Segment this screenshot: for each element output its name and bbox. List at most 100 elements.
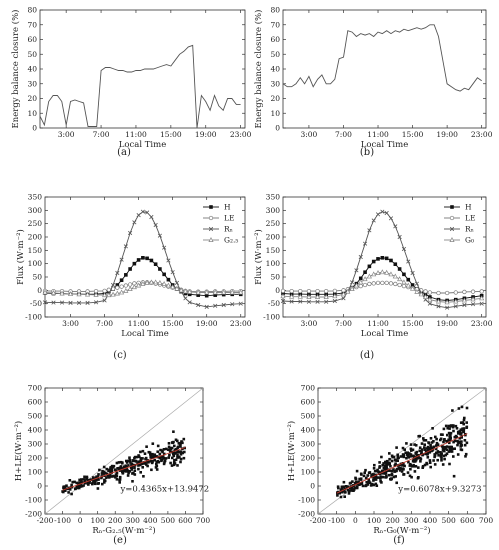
marker-x	[213, 303, 218, 308]
scatter-point	[444, 453, 448, 457]
y-tick-label: 200	[301, 454, 316, 463]
scatter-point	[448, 427, 451, 430]
scatter-point	[342, 485, 346, 488]
scatter-point	[422, 439, 426, 442]
scatter-point	[137, 460, 140, 463]
scatter-point	[77, 486, 81, 490]
scatter-point	[157, 460, 161, 464]
scatter-point	[442, 454, 446, 458]
marker-triangle	[353, 282, 360, 288]
marker-circle	[371, 281, 376, 286]
scatter-point	[440, 452, 443, 455]
scatter-point	[78, 478, 81, 482]
y-tick-label: 80	[27, 6, 37, 15]
scatter-point	[350, 487, 354, 490]
scatter-point	[85, 476, 89, 480]
scatter-point	[159, 455, 163, 458]
scatter-point	[166, 448, 170, 451]
scatter-point	[446, 426, 449, 430]
marker-x	[119, 257, 124, 262]
marker-x	[221, 302, 226, 308]
scatter-point	[126, 474, 130, 477]
scatter-point	[75, 481, 78, 485]
scatter-point	[360, 473, 363, 476]
scatter-point	[169, 450, 172, 454]
scatter-point	[427, 449, 430, 452]
scatter-point	[402, 455, 406, 459]
scatter-point	[382, 466, 386, 470]
marker-triangle	[414, 288, 420, 294]
marker-circle	[401, 283, 407, 289]
scatter-point	[442, 427, 446, 431]
scatter-point	[182, 456, 186, 460]
scatter-point	[395, 467, 399, 471]
scatter-point	[401, 446, 405, 450]
y-tick-label: 250	[28, 219, 43, 228]
scatter-point	[174, 458, 178, 462]
scatter-point	[79, 485, 82, 488]
scatter-point	[347, 492, 351, 495]
marker-circle	[306, 288, 312, 294]
scatter-point	[446, 433, 449, 437]
scatter-point	[423, 446, 426, 449]
x-tick-label: 3:00	[300, 130, 317, 139]
scatter-point	[151, 460, 154, 463]
scatter-point	[400, 470, 404, 473]
scatter-point	[392, 455, 396, 459]
marker-square	[204, 293, 209, 298]
series-line-G₀	[282, 271, 482, 303]
y-tick-label: 40	[270, 65, 280, 74]
scatter-point	[125, 461, 129, 464]
scatter-point	[396, 454, 400, 458]
scatter-point	[137, 454, 140, 457]
y-tick-label: 150	[266, 246, 281, 255]
marker-triangle	[418, 291, 424, 297]
scatter-point	[74, 487, 77, 490]
scatter-point	[372, 467, 376, 470]
scatter-point	[410, 449, 413, 452]
marker-triangle	[212, 289, 218, 295]
x-tick-label: 19:00	[436, 130, 458, 139]
scatter-point	[414, 465, 418, 468]
scatter-point	[151, 442, 155, 445]
regression-equation: y=0.6078x+9.3273	[397, 485, 481, 495]
marker-x	[397, 234, 402, 240]
scatter-point	[154, 455, 157, 459]
scatter-point	[100, 476, 103, 480]
scatter-point	[443, 457, 446, 461]
scatter-point	[421, 448, 424, 451]
marker-triangle	[444, 299, 450, 305]
x-axis-label: Rₙ-G₀(W·m⁻²)	[373, 525, 430, 536]
scatter-point	[454, 424, 458, 428]
scatter-point	[465, 406, 469, 410]
scatter-point	[110, 468, 114, 472]
marker-triangle	[323, 294, 329, 299]
scatter-point	[179, 442, 182, 445]
scatter-point	[456, 443, 459, 447]
x-axis-label: Local Time	[361, 140, 409, 150]
scatter-point	[412, 463, 415, 467]
y-tick-label: 0	[37, 286, 42, 295]
scatter-point	[100, 472, 104, 475]
scatter-point	[385, 466, 388, 470]
scatter-point	[353, 486, 357, 490]
scatter-point	[429, 444, 432, 447]
scatter-point	[383, 472, 387, 475]
scatter-point	[161, 455, 164, 458]
y-tick-label: 20	[270, 94, 280, 103]
scatter-point	[162, 462, 166, 466]
scatter-point	[421, 465, 425, 468]
scatter-point	[170, 464, 174, 467]
x-tick-label: 23:00	[471, 130, 493, 139]
scatter-point	[462, 429, 466, 432]
x-tick-label: 19:00	[195, 130, 217, 139]
scatter-point	[393, 470, 397, 473]
scatter-point	[399, 466, 402, 470]
scatter-point	[416, 456, 420, 460]
marker-x	[332, 298, 337, 304]
marker-square	[158, 267, 162, 271]
marker-x	[388, 216, 394, 221]
scatter-point	[414, 458, 418, 461]
x-tick-label: 7:00	[335, 319, 352, 328]
scatter-point	[441, 433, 444, 436]
